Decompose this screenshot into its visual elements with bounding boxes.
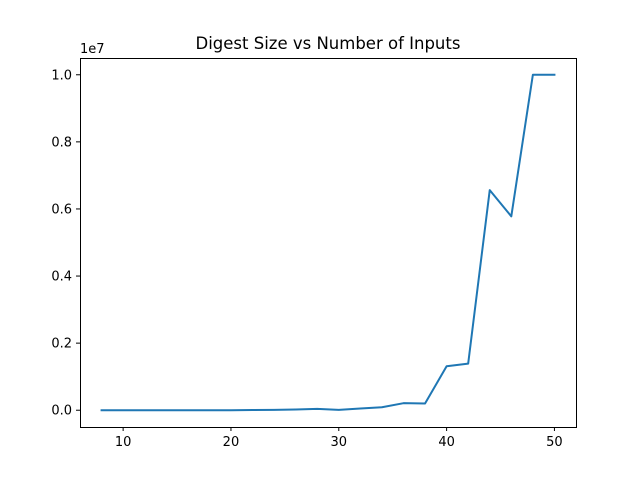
y-tick-label: 0.2 — [51, 337, 72, 352]
y-tick-label: 0.6 — [51, 202, 72, 217]
y-tick-label: 0.0 — [51, 404, 72, 419]
y-tick-label: 0.8 — [51, 135, 72, 150]
y-axis: 0.0 0.2 0.4 0.6 0.8 1.0 — [51, 68, 81, 419]
x-tick-label: 20 — [223, 435, 240, 450]
x-tick-label: 30 — [331, 435, 348, 450]
chart-title: Digest Size vs Number of Inputs — [196, 34, 461, 53]
series-group — [100, 73, 556, 412]
series-line — [100, 73, 556, 412]
y-axis-offset-label: 1e7 — [80, 42, 105, 57]
x-tick-label: 10 — [115, 435, 132, 450]
y-tick-label: 1.0 — [51, 68, 72, 83]
y-tick-label: 0.4 — [51, 270, 72, 285]
x-tick-label: 50 — [546, 435, 563, 450]
x-axis: 10 20 30 40 50 — [115, 427, 563, 450]
plot-frame — [80, 58, 577, 428]
x-tick-label: 40 — [438, 435, 455, 450]
